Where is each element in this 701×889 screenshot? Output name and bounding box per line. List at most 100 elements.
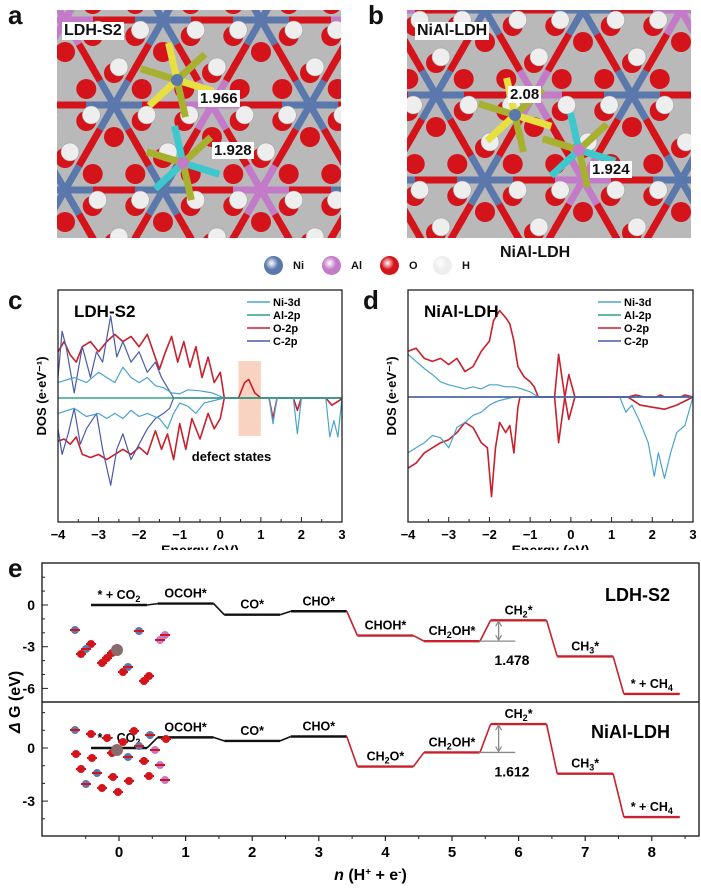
oxygen-atom	[104, 127, 124, 147]
bond	[82, 54, 104, 83]
dos-chart-ldh-s2: −4 −3 −2 −1 0 1 2 3 Energy (eV) DOS (e·eV⁻¹) LDH-S…	[34, 289, 346, 550]
bond	[600, 44, 622, 73]
dos-series-o-2p-down	[57, 397, 343, 461]
subplot-name: NiAl-LDH	[591, 722, 670, 742]
x-axis-label: Energy (eV)	[161, 542, 239, 550]
atom-sphere-icon	[322, 256, 341, 275]
nickel-atom	[58, 183, 72, 197]
nickel-atom	[107, 98, 121, 112]
x-tick-label: 0	[567, 527, 574, 542]
dos-series-ni-3d-up	[407, 353, 693, 398]
oxygen-atom	[153, 212, 173, 232]
intermediate-label: OCOH*	[164, 587, 207, 601]
energy-connector	[279, 735, 292, 742]
oxygen-atom	[573, 32, 593, 52]
arrow-head-icon	[495, 746, 503, 753]
x-tick-label: −3	[441, 527, 456, 542]
x-tick-label: −1	[172, 527, 187, 542]
intermediate-label: CHO*	[302, 594, 335, 608]
bond	[271, 139, 293, 168]
x-tick-label: 5	[448, 844, 456, 861]
highlighted-atom	[573, 144, 585, 156]
x-tick-label: 0	[115, 844, 123, 861]
highlighted-bond	[152, 160, 186, 192]
highlighted-bond	[173, 79, 189, 118]
highlighted-atom	[509, 109, 521, 121]
highlighted-bond	[179, 162, 195, 201]
bond	[407, 214, 425, 238]
oxygen-atom	[280, 10, 297, 14]
highlighted-bond	[181, 159, 221, 178]
intermediate-label: OCOH*	[164, 720, 207, 734]
adsorption-structure-inset	[70, 626, 170, 685]
oxygen-atom	[76, 79, 97, 99]
nickel-atom	[576, 10, 590, 17]
legend-label: C-2p	[624, 336, 649, 348]
bond	[278, 224, 293, 238]
legend-label: Al-2p	[273, 310, 301, 322]
hydrogen-atom	[137, 105, 156, 125]
dos-series-o-2p-up	[407, 309, 694, 398]
nickel-atom	[674, 173, 688, 187]
highlighted-bond	[180, 134, 214, 166]
oxygen-atom	[573, 202, 593, 222]
bond	[131, 139, 153, 168]
x-tick-label: 8	[648, 844, 656, 861]
hydrogen-atom	[131, 20, 150, 40]
adsorption-structure-inset	[70, 726, 171, 796]
bond	[649, 129, 671, 158]
hydrogen-atom	[278, 105, 297, 125]
atomic-structure-ldh-s2	[57, 10, 341, 238]
energy-connector	[545, 620, 558, 657]
oxygen-atom	[407, 154, 425, 174]
hydrogen-atom	[606, 10, 625, 30]
hydrogen-atom	[207, 57, 227, 77]
hydrogen-atom	[453, 180, 472, 200]
nickel-atom	[478, 10, 492, 17]
x-tick-label: 3	[315, 844, 323, 861]
arrow-head-icon	[495, 620, 503, 627]
x-tick-label: 4	[381, 844, 390, 861]
hydrogen-atom	[649, 10, 668, 30]
x-tick-label: 2	[649, 527, 656, 542]
bond	[600, 214, 621, 238]
x-tick-label: 1	[608, 527, 615, 542]
legend-label: Ni-3d	[624, 297, 652, 309]
hydrogen-atom	[57, 110, 58, 120]
barrier-value: 1.612	[494, 763, 529, 779]
atom-sphere-icon	[380, 256, 399, 275]
bond	[545, 214, 566, 238]
oxygen-atom	[127, 10, 144, 14]
bond-length-label: 1.928	[212, 142, 254, 159]
energy-connector	[612, 656, 625, 695]
y-axis-label: Δ G (eV)	[7, 671, 24, 734]
oxygen-atom	[649, 69, 670, 89]
highlighted-bond	[146, 77, 180, 109]
nickel-atom	[625, 88, 639, 102]
lattice	[57, 10, 341, 238]
oxygen-atom	[300, 127, 320, 147]
bond	[180, 224, 195, 238]
oxygen-atom	[502, 154, 523, 174]
highlighted-bond	[477, 100, 517, 119]
highlighted-bond	[145, 148, 185, 167]
bond-length-label: 2.08	[508, 86, 542, 103]
hydrogen-atom	[508, 10, 527, 30]
oxygen-atom	[82, 164, 103, 184]
nickel-atom	[254, 13, 268, 27]
highlighted-bond	[548, 147, 582, 179]
plot-frame	[407, 289, 694, 523]
hydrogen-atom	[333, 105, 341, 125]
bond	[327, 224, 341, 238]
intermediate-label: CH2*	[505, 707, 533, 723]
oxygen-atom	[225, 10, 242, 14]
hydrogen-atom	[131, 190, 150, 210]
highlighted-atom	[177, 157, 189, 169]
hydrogen-atom	[207, 227, 227, 238]
nickel-atom	[156, 13, 170, 27]
panel-letter-a: a	[8, 0, 23, 30]
chart-title: NiAl-LDH	[424, 302, 499, 321]
panel-letter-d: d	[363, 285, 379, 315]
x-tick-label: 6	[514, 844, 522, 861]
hydrogen-atom	[407, 95, 423, 115]
